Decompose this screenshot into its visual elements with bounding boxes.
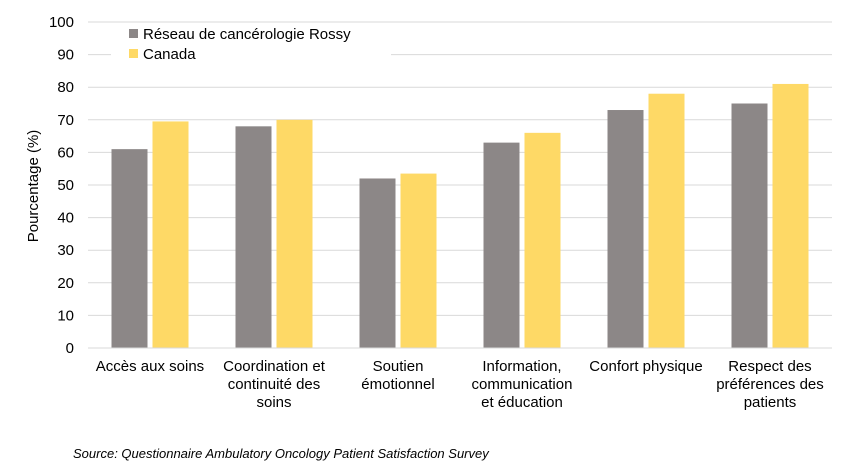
category-label: Soutien émotionnel bbox=[361, 358, 434, 393]
legend-swatch bbox=[129, 49, 138, 58]
bar-canada bbox=[276, 119, 313, 348]
legend-background bbox=[111, 24, 391, 66]
y-tick-label: 80 bbox=[57, 79, 74, 96]
bar-rossy bbox=[111, 149, 148, 348]
legend: Réseau de cancérologie Rossy Canada bbox=[111, 24, 391, 66]
category-label: Confort physique bbox=[589, 358, 702, 375]
category-label: Coordination et continuité des soins bbox=[223, 358, 326, 411]
y-tick-label: 90 bbox=[57, 47, 74, 64]
y-axis-label: Pourcentage (%) bbox=[25, 130, 42, 243]
bar-rossy bbox=[731, 103, 768, 348]
source-note: Source: Questionnaire Ambulatory Oncolog… bbox=[73, 446, 489, 461]
bar-canada bbox=[400, 173, 437, 348]
bar-canada bbox=[772, 83, 809, 348]
legend-label: Canada bbox=[143, 46, 196, 63]
y-tick-label: 20 bbox=[57, 275, 74, 292]
y-tick-label: 60 bbox=[57, 144, 74, 161]
bar-canada bbox=[648, 93, 685, 348]
y-axis-ticks: 0 10 20 30 40 50 60 70 80 90 100 bbox=[49, 14, 74, 357]
bar-canada bbox=[524, 132, 561, 348]
y-tick-label: 10 bbox=[57, 307, 74, 324]
y-tick-label: 0 bbox=[66, 340, 74, 357]
category-labels: Accès aux soins Coordination et continuité… bbox=[96, 358, 824, 411]
y-tick-label: 50 bbox=[57, 177, 74, 194]
bar-rossy bbox=[235, 126, 272, 348]
y-tick-label: 70 bbox=[57, 112, 74, 129]
y-tick-label: 30 bbox=[57, 242, 74, 259]
bars bbox=[111, 83, 809, 349]
bar-rossy bbox=[359, 178, 396, 348]
legend-swatch bbox=[129, 29, 138, 38]
y-tick-label: 100 bbox=[49, 14, 74, 31]
bar-rossy bbox=[483, 142, 520, 348]
legend-label: Réseau de cancérologie Rossy bbox=[143, 26, 351, 43]
category-label: Accès aux soins bbox=[96, 358, 204, 375]
category-label: Information, communication et éducation bbox=[472, 358, 573, 411]
bar-rossy bbox=[607, 110, 644, 349]
gridlines bbox=[88, 21, 832, 316]
bar-chart: 0 10 20 30 40 50 60 70 80 90 100 Pourcentage (%) A… bbox=[25, 14, 832, 411]
y-tick-label: 40 bbox=[57, 210, 74, 227]
category-label: Respect des préférences des patients bbox=[716, 358, 824, 411]
bar-canada bbox=[152, 121, 189, 349]
